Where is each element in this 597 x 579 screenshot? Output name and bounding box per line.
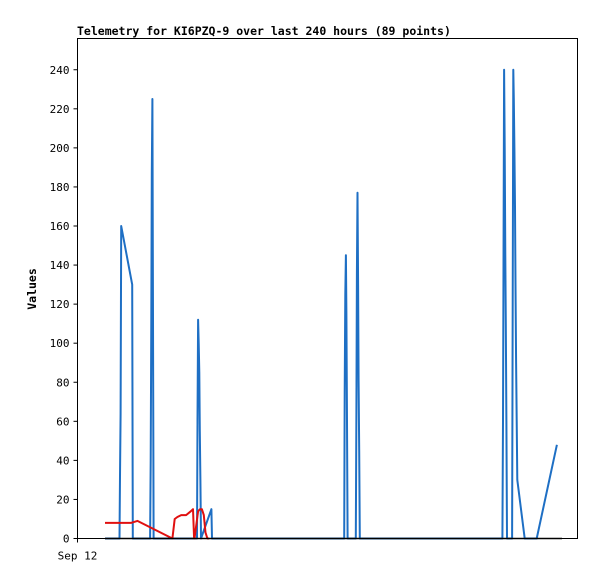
series-layer [105, 68, 562, 540]
x-axis: Sep 12 [58, 538, 98, 563]
y-tick-label: 180 [50, 181, 70, 194]
chart-title: Telemetry for KI6PZQ-9 over last 240 hou… [77, 24, 451, 38]
y-tick-label: 120 [50, 298, 70, 311]
x-tick-label: Sep 12 [58, 550, 98, 563]
y-axis-title: Values [25, 268, 39, 310]
y-tick-label: 60 [56, 415, 69, 428]
y-tick-label: 100 [50, 337, 70, 350]
y-tick-label: 220 [50, 103, 70, 116]
plot-area-frame [77, 38, 578, 539]
y-axis: 0 20 40 60 80 100 120 140 160 180 200 220 240 [50, 64, 78, 546]
y-tick-label: 40 [56, 454, 69, 467]
y-tick-label: 0 [63, 533, 70, 546]
y-tick-label: 160 [50, 220, 70, 233]
y-tick-label: 20 [56, 493, 69, 506]
y-tick-label: 80 [56, 376, 69, 389]
y-tick-label: 240 [50, 64, 70, 77]
series-line-2 [105, 508, 210, 540]
y-tick-label: 200 [50, 142, 70, 155]
series-line-1 [105, 68, 558, 540]
y-tick-label: 140 [50, 259, 70, 272]
